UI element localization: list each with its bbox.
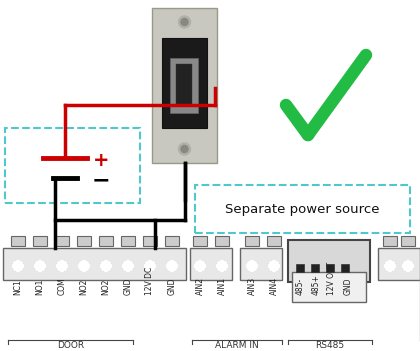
Circle shape — [181, 146, 188, 152]
Bar — [55, 236, 69, 246]
Text: AIN4: AIN4 — [270, 277, 278, 295]
Text: COM: COM — [58, 277, 66, 295]
Text: +: + — [93, 151, 109, 170]
Bar — [341, 264, 349, 272]
Text: NO1: NO1 — [36, 279, 45, 295]
Circle shape — [178, 143, 191, 155]
Circle shape — [123, 260, 134, 272]
Bar — [292, 272, 366, 302]
Bar — [176, 64, 192, 106]
Bar — [267, 236, 281, 246]
Bar — [3, 248, 186, 280]
Circle shape — [13, 260, 24, 272]
Text: NO2: NO2 — [79, 279, 89, 295]
Circle shape — [402, 260, 414, 272]
Circle shape — [166, 260, 178, 272]
Bar — [190, 248, 232, 280]
Bar — [288, 240, 370, 282]
Bar — [77, 236, 91, 246]
Bar — [215, 236, 229, 246]
Bar — [152, 8, 217, 163]
Bar — [326, 264, 334, 272]
Bar — [240, 248, 282, 280]
Circle shape — [34, 260, 45, 272]
Text: −: − — [92, 170, 110, 190]
Bar — [165, 236, 179, 246]
Text: Separate power source: Separate power source — [225, 203, 380, 216]
Circle shape — [57, 260, 68, 272]
Text: NC1: NC1 — [13, 279, 23, 295]
Text: 485-: 485- — [296, 278, 304, 295]
Bar — [245, 236, 259, 246]
Bar — [170, 58, 198, 113]
Circle shape — [100, 260, 111, 272]
Text: AIN2: AIN2 — [195, 277, 205, 295]
Text: DOOR: DOOR — [57, 341, 84, 350]
Bar — [195, 185, 410, 233]
Bar — [378, 248, 420, 280]
Circle shape — [216, 260, 228, 272]
Text: GND: GND — [344, 278, 352, 295]
Text: 12V OUT: 12V OUT — [328, 262, 336, 295]
Bar — [11, 236, 25, 246]
Bar — [5, 128, 140, 203]
Circle shape — [79, 260, 89, 272]
Text: AIN1: AIN1 — [218, 277, 226, 295]
Circle shape — [384, 260, 396, 272]
Text: ALARM IN: ALARM IN — [215, 341, 259, 350]
Text: AIN3: AIN3 — [247, 277, 257, 295]
Bar — [383, 236, 397, 246]
Text: RS485: RS485 — [315, 341, 344, 350]
Circle shape — [247, 260, 257, 272]
Bar — [193, 236, 207, 246]
Circle shape — [144, 260, 155, 272]
Text: GND: GND — [168, 278, 176, 295]
Bar — [311, 264, 319, 272]
Circle shape — [268, 260, 279, 272]
Bar — [33, 236, 47, 246]
Bar — [296, 264, 304, 272]
Bar — [99, 236, 113, 246]
Bar — [121, 236, 135, 246]
Text: NO2: NO2 — [102, 279, 110, 295]
Circle shape — [181, 19, 188, 26]
Text: 12V DC: 12V DC — [145, 267, 155, 295]
Text: GND: GND — [123, 278, 132, 295]
Circle shape — [178, 16, 191, 28]
Text: 485+: 485+ — [312, 274, 320, 295]
Bar — [401, 236, 415, 246]
Circle shape — [194, 260, 205, 272]
Bar — [162, 38, 207, 128]
Bar — [143, 236, 157, 246]
